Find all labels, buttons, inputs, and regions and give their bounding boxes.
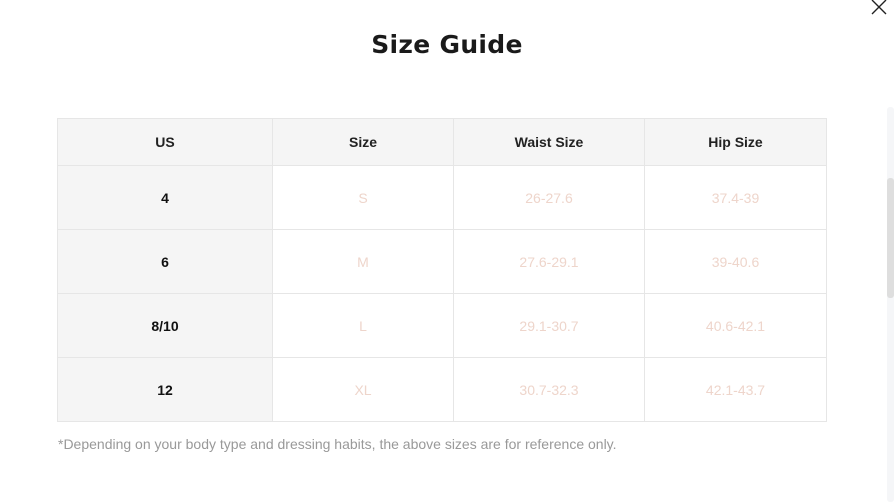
reference-note: *Depending on your body type and dressin… bbox=[58, 436, 617, 452]
size-table: US Size Waist Size Hip Size 4 S 26-27.6 37.… bbox=[57, 118, 827, 422]
cell-waist: 29.1-30.7 bbox=[453, 293, 645, 358]
cell-us: 12 bbox=[57, 357, 273, 422]
table-header-row: US Size Waist Size Hip Size bbox=[57, 118, 827, 166]
table-row: 12 XL 30.7-32.3 42.1-43.7 bbox=[57, 357, 827, 422]
cell-size: M bbox=[272, 229, 454, 294]
cell-hip: 39-40.6 bbox=[644, 229, 827, 294]
table-row: 8/10 L 29.1-30.7 40.6-42.1 bbox=[57, 293, 827, 358]
cell-waist: 27.6-29.1 bbox=[453, 229, 645, 294]
cell-size: S bbox=[272, 165, 454, 230]
cell-hip: 42.1-43.7 bbox=[644, 357, 827, 422]
cell-us: 6 bbox=[57, 229, 273, 294]
header-waist: Waist Size bbox=[453, 118, 645, 166]
page-title: Size Guide bbox=[371, 30, 523, 59]
table-row: 6 M 27.6-29.1 39-40.6 bbox=[57, 229, 827, 294]
header-hip: Hip Size bbox=[644, 118, 827, 166]
cell-hip: 37.4-39 bbox=[644, 165, 827, 230]
header-us: US bbox=[57, 118, 273, 166]
cell-us: 8/10 bbox=[57, 293, 273, 358]
cell-us: 4 bbox=[57, 165, 273, 230]
scrollbar-thumb[interactable] bbox=[887, 178, 894, 298]
cell-waist: 30.7-32.3 bbox=[453, 357, 645, 422]
header-size: Size bbox=[272, 118, 454, 166]
cell-waist: 26-27.6 bbox=[453, 165, 645, 230]
cell-size: XL bbox=[272, 357, 454, 422]
close-icon[interactable] bbox=[870, 0, 888, 16]
table-row: 4 S 26-27.6 37.4-39 bbox=[57, 165, 827, 230]
cell-size: L bbox=[272, 293, 454, 358]
cell-hip: 40.6-42.1 bbox=[644, 293, 827, 358]
scrollbar-track[interactable] bbox=[887, 107, 894, 502]
